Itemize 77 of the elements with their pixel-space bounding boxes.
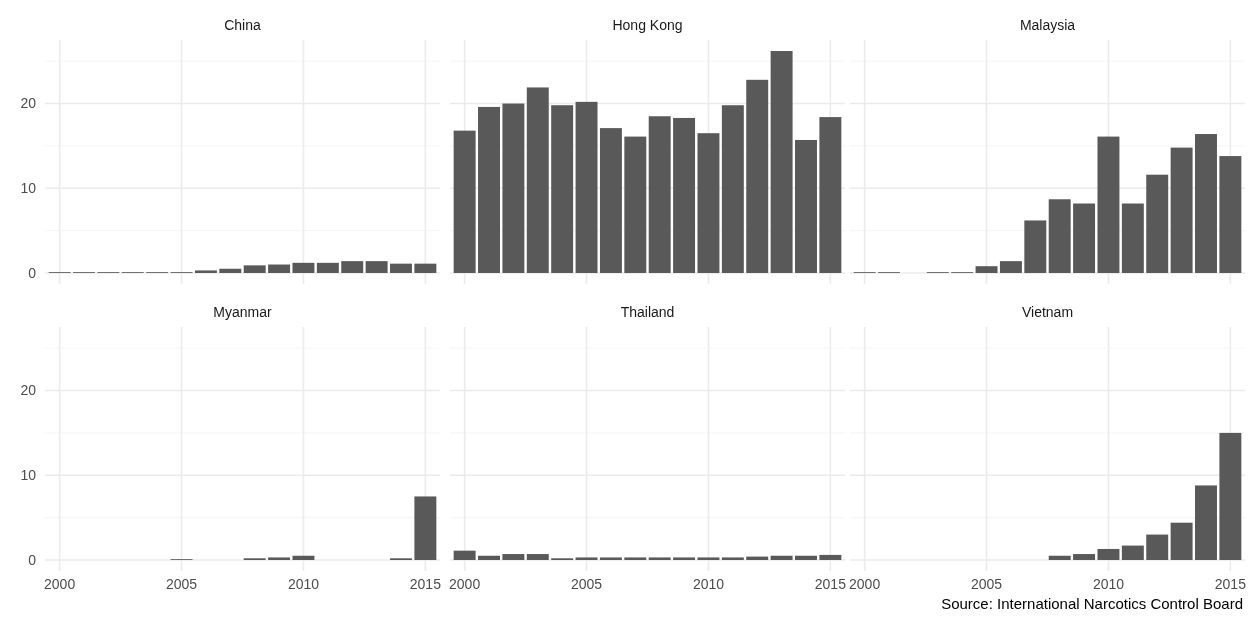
y-tick-label: 0 xyxy=(28,264,37,281)
bar xyxy=(268,557,291,560)
bar xyxy=(1146,174,1169,273)
bar xyxy=(453,550,476,560)
bar xyxy=(697,557,720,560)
bar xyxy=(624,136,647,273)
chart-title: Hong Kong xyxy=(612,17,683,33)
bar xyxy=(1024,220,1047,273)
x-tick-label: 2010 xyxy=(692,576,725,592)
bar xyxy=(999,261,1022,273)
bar xyxy=(770,51,793,273)
bar xyxy=(1170,522,1193,560)
bar xyxy=(1073,203,1096,273)
bar xyxy=(292,555,315,560)
bar xyxy=(819,554,842,560)
chart-title: Vietnam xyxy=(1021,304,1074,320)
bar xyxy=(648,116,671,273)
y-tick-label: 20 xyxy=(20,382,37,399)
bar xyxy=(1170,147,1193,273)
chart-title: Malaysia xyxy=(1019,17,1076,33)
bar xyxy=(599,128,622,273)
bar xyxy=(502,554,525,560)
bar xyxy=(795,555,817,560)
bar xyxy=(478,555,500,560)
source-note: Source: International Narcotics Control Board xyxy=(941,595,1243,612)
x-tick-label: 2015 xyxy=(409,576,442,592)
x-tick-label: 2000 xyxy=(44,576,76,592)
bar xyxy=(721,557,744,560)
bar xyxy=(673,117,696,273)
chart-title: Thailand xyxy=(620,304,675,320)
bar xyxy=(770,555,793,560)
bar xyxy=(453,130,476,273)
x-tick-label: 2010 xyxy=(287,576,320,592)
chart-title: Myanmar xyxy=(213,304,272,320)
bar xyxy=(1146,534,1169,560)
bar xyxy=(975,266,998,273)
bar xyxy=(648,557,671,560)
x-tick-label: 2015 xyxy=(814,576,847,592)
bar xyxy=(599,557,622,560)
bar xyxy=(721,105,744,273)
y-tick-label: 10 xyxy=(20,467,37,484)
x-tick-label: 2010 xyxy=(1092,576,1125,592)
chart-title: China xyxy=(224,17,261,33)
bar xyxy=(502,103,525,273)
y-tick-label: 20 xyxy=(20,95,37,112)
bar xyxy=(551,105,574,273)
bar xyxy=(624,557,647,560)
bar xyxy=(1219,156,1242,273)
bar xyxy=(1097,136,1120,273)
bar xyxy=(1121,545,1144,560)
x-tick-label: 2005 xyxy=(970,576,1003,592)
bar xyxy=(795,139,817,273)
bar xyxy=(1048,199,1071,273)
x-tick-label: 2005 xyxy=(570,576,603,592)
bar xyxy=(526,554,549,560)
bar xyxy=(1097,548,1120,560)
bar xyxy=(1195,485,1217,560)
bar xyxy=(746,79,769,273)
y-tick-label: 0 xyxy=(28,551,37,568)
bar xyxy=(575,557,598,560)
bar xyxy=(526,87,549,273)
bar xyxy=(673,557,696,560)
bar xyxy=(819,117,842,273)
y-tick-label: 10 xyxy=(20,180,37,197)
bar xyxy=(575,101,598,273)
x-tick-label: 2005 xyxy=(165,576,198,592)
bar xyxy=(478,106,500,273)
bar xyxy=(697,133,720,273)
bar xyxy=(1073,554,1096,560)
x-tick-label: 2000 xyxy=(449,576,481,592)
bar xyxy=(1219,432,1242,560)
bar xyxy=(414,496,437,560)
x-tick-label: 2000 xyxy=(849,576,881,592)
bar xyxy=(1121,203,1144,273)
bar xyxy=(1195,134,1217,273)
x-tick-label: 2015 xyxy=(1214,576,1247,592)
bar xyxy=(1048,555,1071,560)
